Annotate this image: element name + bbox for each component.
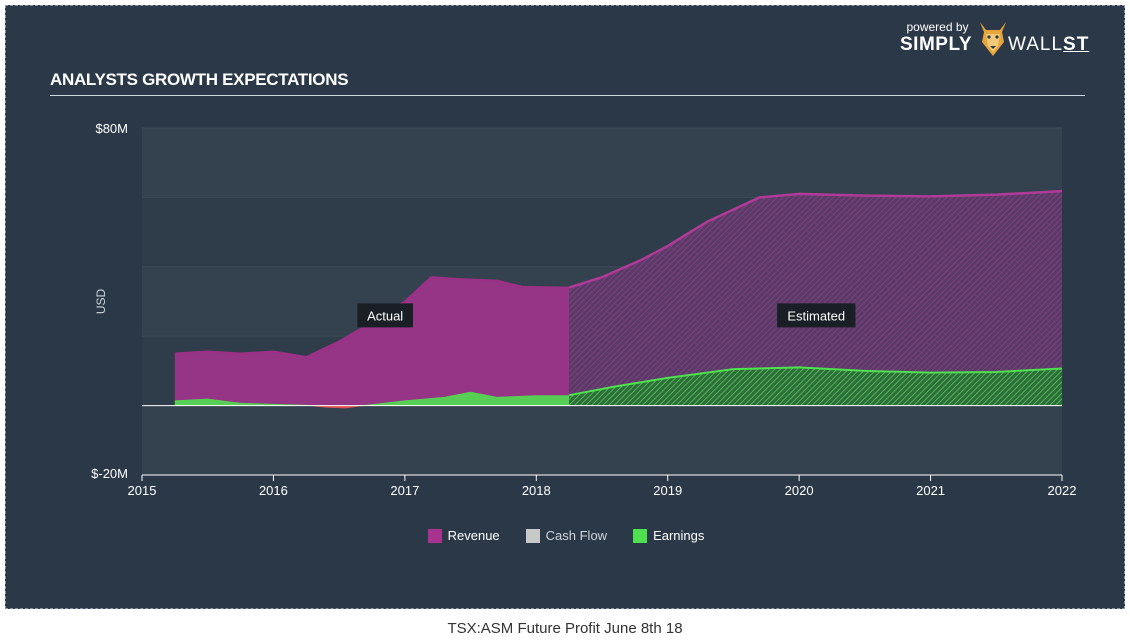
legend-label-earnings: Earnings [653, 528, 705, 543]
cash-flow-swatch [525, 528, 540, 543]
powered-by-label: powered by [906, 20, 969, 34]
title-divider [50, 95, 1085, 96]
x-tick-label: 2016 [259, 483, 288, 498]
earnings-swatch [633, 528, 648, 543]
x-tick-label: 2021 [916, 483, 945, 498]
earnings-area-estimated [569, 367, 1062, 406]
figure-caption: TSX:ASM Future Profit June 8th 18 [447, 620, 683, 637]
y-axis-label: USD [94, 289, 108, 315]
brand-wall-text: WALLST [1008, 34, 1089, 56]
region-label-bg [777, 303, 856, 328]
earnings-area-actual [174, 391, 570, 406]
y-tick-label-bottom: $-20M [91, 466, 128, 481]
region-labels: Actual Estimated [357, 303, 856, 328]
legend-item-cash-flow: Cash Flow [525, 528, 608, 543]
legend-label-cash-flow: Cash Flow [545, 528, 608, 543]
series-areas [142, 189, 1063, 409]
region-label-actual: Actual [367, 308, 403, 323]
x-tick-label: 2020 [785, 483, 814, 498]
legend-item-earnings: Earnings [633, 528, 704, 543]
x-tick-label: 2018 [522, 483, 551, 498]
chart-title: ANALYSTS GROWTH EXPECTATIONS [50, 70, 349, 89]
earnings-line-estimated [568, 366, 1063, 397]
axes [141, 474, 1063, 481]
legend-label-revenue: Revenue [447, 528, 500, 543]
plot-band [142, 128, 1062, 198]
simply-wall-st-logo: powered by SIMPLY WALLST [900, 14, 1110, 64]
revenue-swatch [427, 528, 442, 543]
brand-st-word: ST [1063, 34, 1090, 55]
revenue-area-actual [174, 277, 570, 406]
y-tick-label-top: $80M [95, 121, 128, 136]
x-tick-label: 2015 [128, 483, 157, 498]
growth-chart: 2015 2016 2017 2018 2019 2020 2021 2022 $80M $-20… [91, 121, 1076, 498]
revenue-line-estimated [568, 189, 1063, 289]
legend-item-revenue: Revenue [427, 528, 500, 543]
chart-frame: powered by SIMPLY WALLST ANALYSTS GROWTH… [5, 5, 1125, 609]
tick-labels: 2015 2016 2017 2018 2019 2020 2021 2022 $80M $-20… [91, 121, 1076, 498]
legend: Revenue Cash Flow Earnings [6, 528, 1126, 543]
x-tick-label: 2017 [390, 483, 419, 498]
region-label-bg [357, 303, 413, 328]
x-tick-label: 2022 [1048, 483, 1077, 498]
plot-band [142, 405, 1062, 475]
revenue-area-estimated [569, 191, 1062, 406]
region-label-estimated: Estimated [787, 308, 845, 323]
brand-wall-word: WALL [1008, 34, 1064, 55]
x-tick-label: 2019 [653, 483, 682, 498]
bull-mascot-icon [980, 22, 1006, 56]
brand-simply-text: SIMPLY [900, 34, 972, 55]
